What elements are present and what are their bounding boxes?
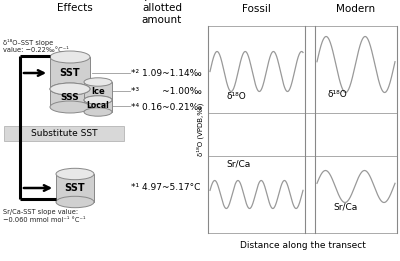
Ellipse shape (84, 96, 112, 104)
Bar (50, 89, 90, 107)
Text: SSS: SSS (61, 93, 79, 103)
Bar (84, 100, 112, 112)
Bar (56, 174, 94, 202)
Text: δ¹⁸O (VPDB,‰): δ¹⁸O (VPDB,‰) (196, 103, 204, 156)
Text: δ¹⁸O: δ¹⁸O (226, 92, 246, 101)
Text: Sr/Ca-SST slope value:
−0.060 mmol mol⁻¹ °C⁻¹: Sr/Ca-SST slope value: −0.060 mmol mol⁻¹… (3, 209, 86, 222)
Text: Distance along the transect: Distance along the transect (240, 241, 366, 251)
Ellipse shape (50, 83, 90, 95)
Ellipse shape (56, 168, 94, 180)
Text: Equivalent
allotted
amount: Equivalent allotted amount (134, 0, 190, 25)
Text: Sr/Ca: Sr/Ca (333, 202, 357, 211)
Text: Substitute SST: Substitute SST (31, 128, 97, 138)
Text: *¹ 4.97~5.17°C: *¹ 4.97~5.17°C (131, 183, 200, 193)
Text: SST: SST (60, 68, 80, 78)
Text: Sr/Ca: Sr/Ca (226, 159, 250, 169)
Ellipse shape (50, 101, 90, 113)
Text: Ice: Ice (91, 86, 105, 96)
Text: δ¹⁸O–SST slope
value: −0.22‰°C⁻¹: δ¹⁸O–SST slope value: −0.22‰°C⁻¹ (3, 39, 69, 54)
FancyBboxPatch shape (4, 126, 124, 140)
Text: *⁴ 0.16~0.21‰: *⁴ 0.16~0.21‰ (131, 104, 202, 112)
Ellipse shape (84, 78, 112, 86)
Ellipse shape (50, 83, 90, 95)
Text: Effects: Effects (57, 3, 93, 13)
Text: Fossil: Fossil (242, 4, 271, 14)
Text: Modern: Modern (336, 4, 376, 14)
Ellipse shape (50, 51, 90, 63)
Ellipse shape (84, 96, 112, 104)
Text: *³        ~1.00‰: *³ ~1.00‰ (131, 86, 202, 96)
Text: *² 1.09~1.14‰: *² 1.09~1.14‰ (131, 68, 202, 78)
Bar (50, 57, 90, 89)
Text: Local: Local (87, 102, 109, 110)
Bar (84, 82, 112, 100)
Text: SST: SST (65, 183, 85, 193)
Ellipse shape (56, 196, 94, 208)
Text: δ¹⁸O: δ¹⁸O (327, 90, 347, 99)
Ellipse shape (84, 108, 112, 116)
